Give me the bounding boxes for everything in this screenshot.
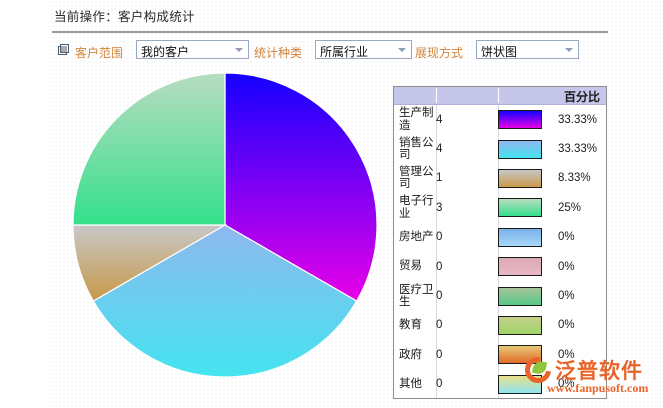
legend-row-count: 1 [436, 172, 443, 185]
legend-row-label: 生产制造 [399, 107, 434, 132]
legend-row: 贸易 0 0% [394, 252, 606, 281]
legend-header-sep-1 [436, 88, 437, 103]
customer-scope-value: 我的客户 [141, 45, 190, 59]
legend-swatch-cell [498, 110, 558, 130]
legend-row-percent: 25% [558, 201, 582, 214]
stat-type-value: 所属行业 [320, 45, 369, 59]
legend-swatch-cell [498, 198, 558, 218]
legend-row: 其他 0 0% [394, 370, 606, 398]
legend-row: 管理公司 1 8.33% [394, 164, 606, 193]
filter-toolbar: 客户范围 我的客户 统计种类 所属行业 展现方式 饼状图 [52, 38, 608, 64]
legend-row-percent: 0% [558, 290, 575, 303]
legend-row: 政府 0 0% [394, 340, 606, 369]
header-divider [52, 31, 608, 33]
customer-scope-select[interactable]: 我的客户 [136, 40, 249, 59]
legend-row-label: 政府 [399, 348, 422, 361]
legend-header-row: 百分比 [394, 87, 606, 105]
stat-type-select[interactable]: 所属行业 [315, 40, 412, 59]
legend-row-count: 0 [436, 260, 443, 273]
legend-row: 教育 0 0% [394, 311, 606, 340]
legend-swatch-cell [498, 345, 558, 365]
legend-swatch-cell [498, 286, 558, 306]
filter-label-customer-scope: 客户范围 [75, 46, 124, 60]
legend-row-count: 4 [436, 113, 443, 126]
legend-row-label: 贸易 [399, 260, 422, 273]
legend-color-swatch [498, 374, 542, 394]
legend-row: 电子行业 3 25% [394, 193, 606, 222]
legend-row: 医疗卫生 0 0% [394, 281, 606, 310]
legend-row-count: 3 [436, 201, 443, 214]
legend-color-swatch [498, 345, 542, 365]
legend-row: 房地产 0 0% [394, 223, 606, 252]
legend-row-label: 销售公司 [399, 136, 434, 162]
legend-row-percent: 0% [558, 348, 575, 361]
legend-color-swatch [498, 286, 542, 306]
legend-row-percent: 0% [558, 231, 575, 244]
legend-row-label: 管理公司 [399, 165, 434, 191]
filter-label-display-mode: 展现方式 [415, 46, 464, 60]
legend-header-percent: 百分比 [563, 90, 600, 104]
legend-color-swatch [498, 139, 542, 159]
display-mode-value: 饼状图 [481, 45, 518, 59]
legend-color-swatch [498, 257, 542, 277]
legend-row-label: 电子行业 [399, 195, 434, 220]
legend-color-swatch [498, 198, 542, 218]
legend-row-percent: 0% [558, 260, 575, 273]
chevron-down-icon[interactable] [235, 48, 243, 52]
legend-color-swatch [498, 168, 542, 188]
legend-row-count: 0 [436, 231, 443, 244]
legend-row-percent: 8.33% [558, 172, 591, 185]
legend-row-count: 4 [436, 143, 443, 156]
legend-row-label: 其他 [399, 377, 422, 390]
pie-chart[interactable] [72, 72, 378, 378]
filter-label-stat-type: 统计种类 [254, 46, 303, 60]
page-title: 当前操作：客户构成统计 [54, 10, 195, 24]
legend-swatch-cell [498, 168, 558, 188]
legend-color-swatch [498, 227, 542, 247]
legend-row-percent: 0% [558, 319, 575, 332]
chevron-down-icon[interactable] [565, 48, 573, 52]
legend-row-label: 房地产 [399, 231, 434, 243]
chevron-down-icon[interactable] [398, 48, 406, 52]
legend-row-label: 医疗卫生 [399, 283, 434, 309]
legend-swatch-cell [498, 257, 558, 277]
pie-slice[interactable] [92, 224, 358, 378]
pie-slice[interactable] [72, 72, 226, 226]
list-grid-icon [58, 44, 71, 56]
legend-row: 生产制造 4 33.33% [394, 105, 606, 134]
legend-row-percent: 0% [558, 378, 575, 391]
display-mode-select[interactable]: 饼状图 [476, 40, 579, 59]
legend-color-swatch [498, 315, 542, 335]
legend-row-percent: 33.33% [558, 143, 598, 156]
legend-header-name [394, 87, 436, 104]
legend-swatch-cell [498, 139, 558, 159]
legend-row-percent: 33.33% [558, 113, 598, 126]
legend-row-count: 0 [436, 348, 443, 361]
legend-row-count: 0 [436, 319, 443, 332]
legend-row-count: 0 [436, 378, 443, 391]
legend-rows: 生产制造 4 33.33% 销售公司 4 33.33% 管理公司 1 8.33% 电子行业 3 25%… [394, 105, 606, 398]
pie-slice[interactable] [224, 72, 378, 302]
legend-swatch-cell [498, 374, 558, 394]
legend-row-count: 0 [436, 290, 443, 303]
legend-swatch-cell [498, 227, 558, 247]
legend-row: 销售公司 4 33.33% [394, 134, 606, 163]
legend-col-divider-1 [436, 105, 437, 398]
legend-color-swatch [498, 110, 542, 130]
legend-swatch-cell [498, 315, 558, 335]
legend-header-sep-2 [498, 88, 499, 103]
legend-row-label: 教育 [399, 319, 422, 332]
legend-table: 百分比 生产制造 4 33.33% 销售公司 4 33.33% 管理公司 1 8.33% 电子行业… [393, 86, 607, 399]
legend-col-divider-2 [498, 105, 499, 398]
